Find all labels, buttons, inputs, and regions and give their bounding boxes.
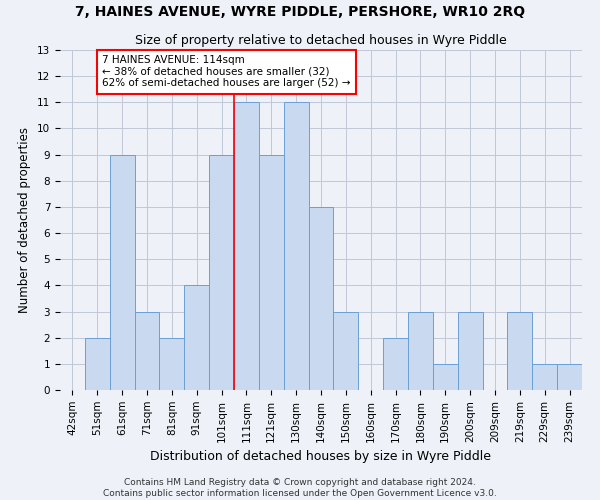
Bar — [557, 364, 582, 390]
X-axis label: Distribution of detached houses by size in Wyre Piddle: Distribution of detached houses by size … — [151, 450, 491, 463]
Bar — [532, 364, 557, 390]
Bar — [308, 207, 334, 390]
Text: 7 HAINES AVENUE: 114sqm
← 38% of detached houses are smaller (32)
62% of semi-de: 7 HAINES AVENUE: 114sqm ← 38% of detache… — [102, 55, 351, 88]
Bar — [408, 312, 433, 390]
Bar — [334, 312, 358, 390]
Bar — [85, 338, 110, 390]
Text: Contains HM Land Registry data © Crown copyright and database right 2024.
Contai: Contains HM Land Registry data © Crown c… — [103, 478, 497, 498]
Bar — [184, 286, 209, 390]
Bar — [160, 338, 184, 390]
Bar — [259, 154, 284, 390]
Y-axis label: Number of detached properties: Number of detached properties — [19, 127, 31, 313]
Bar — [458, 312, 482, 390]
Bar — [383, 338, 408, 390]
Title: Size of property relative to detached houses in Wyre Piddle: Size of property relative to detached ho… — [135, 34, 507, 48]
Bar — [433, 364, 458, 390]
Text: 7, HAINES AVENUE, WYRE PIDDLE, PERSHORE, WR10 2RQ: 7, HAINES AVENUE, WYRE PIDDLE, PERSHORE,… — [75, 5, 525, 19]
Bar — [284, 102, 308, 390]
Bar — [110, 154, 134, 390]
Bar — [234, 102, 259, 390]
Bar — [134, 312, 160, 390]
Bar — [209, 154, 234, 390]
Bar — [508, 312, 532, 390]
